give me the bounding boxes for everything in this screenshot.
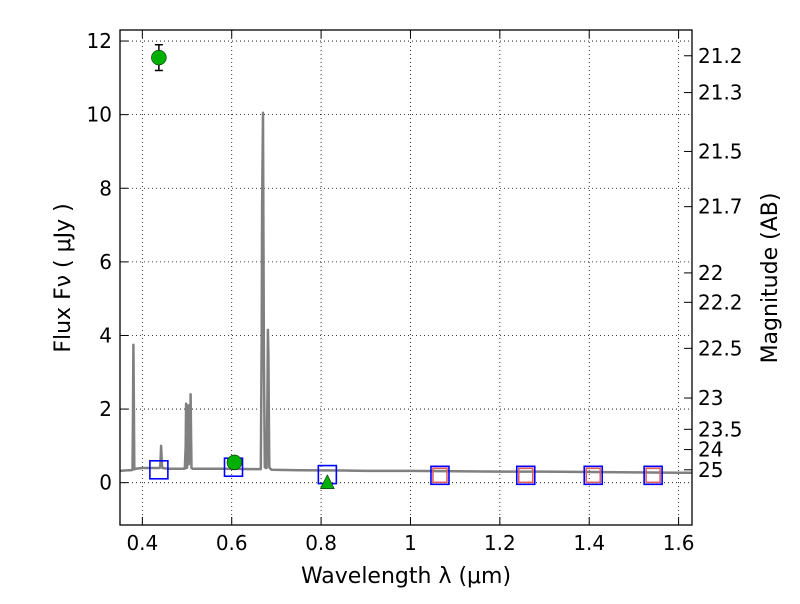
detection-circle xyxy=(151,49,167,66)
photometry-square xyxy=(430,465,450,486)
right-tick-label: 21.7 xyxy=(698,195,743,219)
right-tick-label: 25 xyxy=(698,458,723,482)
y-axis-label: Flux Fν ( μJy ) xyxy=(51,203,76,352)
axes: 0.4 0.6 0.8 1 1.2 1.4 1.602468101221.221.321.5… xyxy=(87,29,743,555)
plot-frame xyxy=(119,29,693,526)
x-tick-label: 0.8 xyxy=(305,531,337,555)
photometry-square xyxy=(517,467,534,484)
right-tick-label: 22.5 xyxy=(698,336,743,360)
photometry-square xyxy=(515,465,536,486)
right-axis-label: Magnitude (AB) xyxy=(758,193,783,364)
y-tick-label: 10 xyxy=(87,103,112,127)
photometry-square xyxy=(585,467,602,484)
y-tick-label: 6 xyxy=(99,250,112,274)
right-tick-label: 24 xyxy=(698,438,723,462)
right-tick-label: 23.5 xyxy=(698,417,743,441)
right-tick-label: 22.2 xyxy=(698,290,743,314)
plot-area xyxy=(119,43,692,489)
y-tick-label: 8 xyxy=(99,176,112,200)
photometry-square xyxy=(149,459,169,480)
right-tick-label: 23 xyxy=(698,386,723,410)
right-tick-label: 21.5 xyxy=(698,139,743,163)
upper-limit-triangle xyxy=(319,474,335,489)
right-tick-label: 21.3 xyxy=(698,81,743,105)
photometry-square xyxy=(432,467,448,484)
photometry-square xyxy=(583,465,604,486)
spectrum-line xyxy=(119,111,692,474)
right-tick-label: 21.2 xyxy=(698,44,743,68)
photometry-square xyxy=(645,467,661,484)
y-tick-label: 4 xyxy=(99,323,112,347)
x-tick-label: 0.6 xyxy=(216,531,248,555)
y-tick-label: 2 xyxy=(99,397,112,421)
x-tick-label: 1.2 xyxy=(484,531,516,555)
x-tick-label: 1.6 xyxy=(663,531,695,555)
right-tick-label: 22 xyxy=(698,261,723,285)
grid xyxy=(120,30,692,525)
y-tick-label: 12 xyxy=(87,29,112,53)
x-tick-label: 1 xyxy=(404,531,417,555)
photometry-square xyxy=(643,465,663,486)
x-tick-label: 0.4 xyxy=(126,531,158,555)
y-tick-label: 0 xyxy=(99,471,112,495)
x-tick-label: 1.4 xyxy=(573,531,605,555)
x-axis-label: Wavelength λ (μm) xyxy=(301,564,511,589)
detection-circle xyxy=(226,454,243,471)
